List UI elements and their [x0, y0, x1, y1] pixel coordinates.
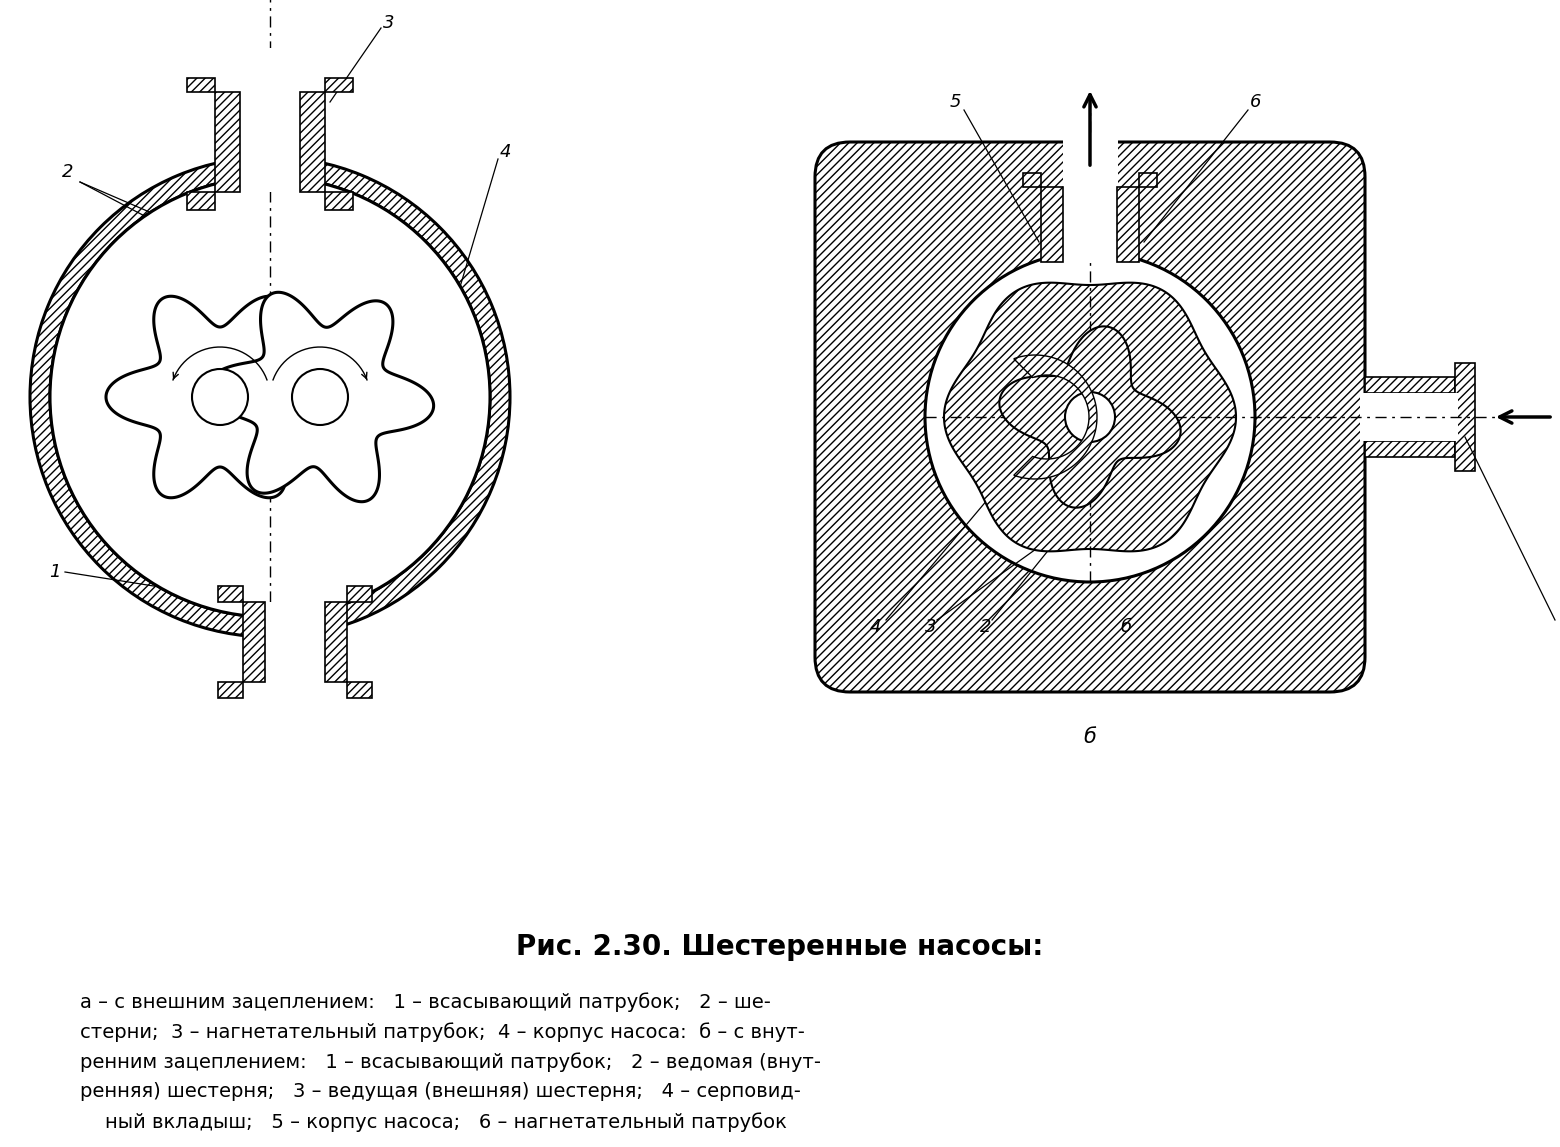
Text: 2: 2 — [980, 618, 992, 635]
Polygon shape — [243, 602, 265, 682]
Bar — [265, 602, 324, 703]
Text: 4: 4 — [501, 143, 512, 161]
Polygon shape — [324, 78, 353, 92]
FancyBboxPatch shape — [814, 142, 1365, 692]
Text: б: б — [1120, 618, 1131, 635]
Circle shape — [50, 177, 490, 617]
Polygon shape — [1365, 440, 1455, 457]
Polygon shape — [206, 292, 434, 501]
Text: 5: 5 — [950, 93, 961, 111]
Polygon shape — [218, 586, 243, 602]
Text: а: а — [293, 672, 306, 692]
Polygon shape — [324, 192, 353, 210]
Text: 4: 4 — [870, 618, 881, 635]
Text: 6: 6 — [1250, 93, 1262, 111]
Text: б: б — [1084, 727, 1097, 747]
Text: ренним зацеплением:   1 – всасывающий патрубок;   2 – ведомая (внут-: ренним зацеплением: 1 – всасывающий патр… — [80, 1052, 821, 1071]
Polygon shape — [218, 682, 243, 699]
Circle shape — [1065, 392, 1115, 442]
Text: 2: 2 — [62, 163, 73, 181]
Polygon shape — [346, 586, 371, 602]
Polygon shape — [1139, 173, 1158, 187]
Polygon shape — [1014, 356, 1097, 479]
Bar — [240, 48, 300, 192]
Polygon shape — [1023, 173, 1041, 187]
Bar — [1062, 133, 1119, 262]
Text: а – с внешним зацеплением:   1 – всасывающий патрубок;   2 – ше-: а – с внешним зацеплением: 1 – всасывающ… — [80, 992, 771, 1012]
Text: 1: 1 — [50, 563, 61, 582]
Polygon shape — [106, 296, 334, 498]
Polygon shape — [187, 78, 215, 92]
Polygon shape — [1041, 187, 1062, 262]
Polygon shape — [346, 682, 371, 699]
Polygon shape — [300, 92, 324, 192]
Polygon shape — [1000, 327, 1181, 508]
Text: ный вкладыш;   5 – корпус насоса;   6 – нагнетательный патрубок: ный вкладыш; 5 – корпус насоса; 6 – нагн… — [80, 1111, 786, 1132]
Text: 3: 3 — [384, 14, 395, 32]
Polygon shape — [1455, 362, 1476, 471]
Circle shape — [292, 369, 348, 426]
Circle shape — [925, 252, 1254, 582]
Bar — [1360, 393, 1459, 440]
Polygon shape — [324, 602, 346, 682]
Text: ренняя) шестерня;   3 – ведущая (внешняя) шестерня;   4 – серповид-: ренняя) шестерня; 3 – ведущая (внешняя) … — [80, 1082, 800, 1101]
Polygon shape — [1117, 187, 1139, 262]
Text: 3: 3 — [925, 618, 936, 635]
Polygon shape — [187, 192, 215, 210]
Polygon shape — [944, 282, 1236, 552]
Text: стерни;  3 – нагнетательный патрубок;  4 – корпус насоса:  б – с внут-: стерни; 3 – нагнетательный патрубок; 4 –… — [80, 1022, 805, 1041]
Polygon shape — [215, 92, 240, 192]
Circle shape — [192, 369, 248, 426]
Polygon shape — [1365, 377, 1455, 393]
Text: Рис. 2.30. Шестеренные насосы:: Рис. 2.30. Шестеренные насосы: — [516, 933, 1044, 961]
